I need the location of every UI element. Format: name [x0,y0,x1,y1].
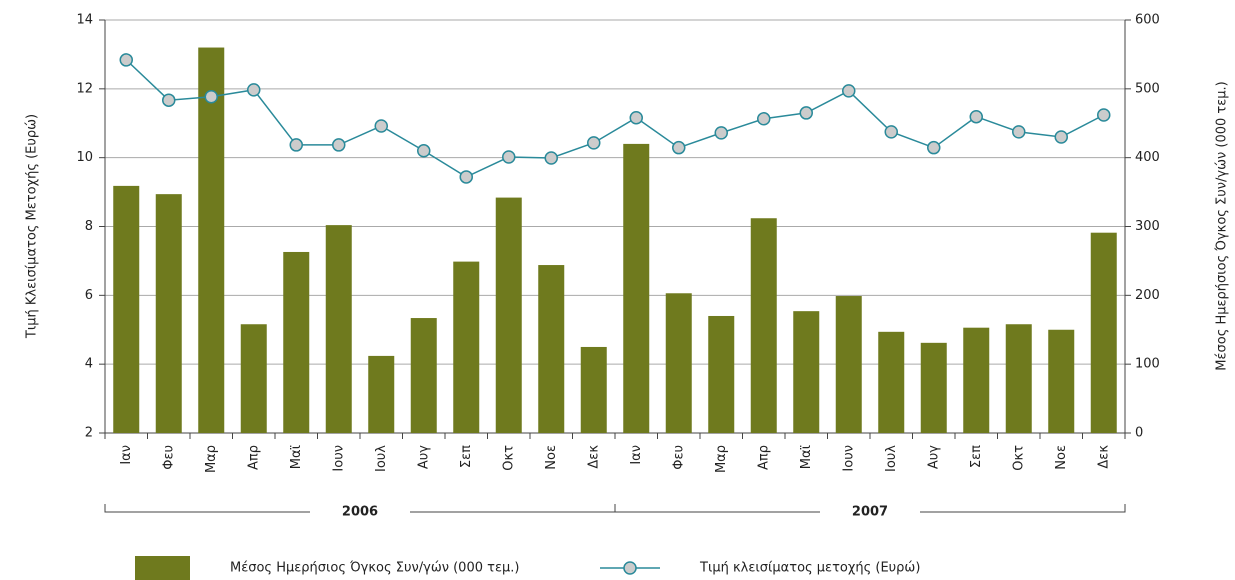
y-tick-label: 2 [85,426,93,441]
y-tick-label: 4 [85,357,93,372]
line-marker [332,138,346,152]
line-marker [714,126,728,140]
line-marker [884,125,898,139]
bar [793,311,820,433]
line-marker [842,84,856,98]
line-marker [1054,130,1068,144]
bar [240,324,267,433]
bar [1090,232,1117,433]
bar [750,218,777,433]
x-tick-label: Ιουλ [884,445,899,472]
x-tick-label: Νοε [544,445,559,470]
y-tick-label: 8 [85,219,93,234]
legend-label: Τιμή κλεισίματος μετοχής (Ευρώ) [699,561,920,576]
bar [1005,324,1032,433]
x-tick-label: Αυγ [416,445,431,469]
line-marker [459,170,473,184]
line-marker [1012,125,1026,139]
bar [198,47,225,434]
line-marker [672,140,686,155]
line-marker [1097,108,1111,122]
x-tick-label: Νοε [1054,445,1069,470]
y2-tick-label: 300 [1135,219,1160,234]
line-marker [289,138,303,152]
y-tick-label: 10 [76,150,93,165]
y-tick-label: 6 [85,288,93,303]
x-tick-label: Ιαν [629,445,644,465]
x-tick-label: Οκτ [1011,445,1026,471]
line-marker [969,109,983,124]
group-label: 2007 [852,505,888,520]
bar [665,293,692,433]
bar [538,265,565,433]
bar [835,296,862,433]
x-tick-label: Ιουλ [374,445,389,472]
bar [963,327,990,433]
y2-tick-label: 0 [1135,426,1143,441]
bar [1048,329,1075,433]
x-tick-label: Φευ [161,445,176,470]
x-tick-label: Δεκ [1096,445,1111,469]
line-marker [247,83,261,97]
y2-tick-label: 100 [1135,357,1160,372]
line-marker [927,140,941,155]
legend-label: Μέσος Ημερήσιος Όγκος Συν/γών (000 τεμ.) [230,561,519,576]
bar [155,194,182,433]
group-bracket [614,504,1126,513]
line-marker [162,93,176,107]
line-marker [204,89,218,104]
line-marker [502,150,516,164]
x-tick-label: Ιαν [119,445,134,465]
y-tick-label: 14 [76,13,93,28]
y-tick-label: 12 [76,81,93,96]
x-tick-label: Μαϊ [799,444,814,469]
x-tick-label: Μαρ [204,445,219,473]
bar [325,225,352,433]
line-marker [757,112,771,126]
bar [283,251,310,433]
line-marker [374,119,388,133]
bar [623,143,650,433]
x-tick-label: Μαρ [714,445,729,473]
bar [410,318,437,433]
bar [113,185,140,433]
x-tick-label: Σεπ [459,445,474,468]
bar [495,197,522,433]
y2-tick-label: 600 [1135,13,1160,28]
group-label: 2006 [342,505,378,520]
x-tick-label: Ιουν [331,445,346,472]
y2-tick-label: 500 [1135,81,1160,96]
line-marker [629,110,643,125]
line-marker [544,151,558,165]
x-tick-label: Ιουν [841,445,856,472]
x-tick-label: Αυγ [926,445,941,469]
y-axis-title: Τιμή Κλεισίματος Μετοχής (Ευρώ) [25,114,40,339]
x-tick-label: Σεπ [969,445,984,468]
line-marker [119,53,133,67]
legend-swatch [135,556,190,580]
line-marker [587,136,601,150]
y2-axis-title: Μέσος Ημερήσιος Όγκος Συν/γών (000 τεμ.) [1215,81,1230,370]
legend-swatch [623,561,637,575]
y2-tick-label: 200 [1135,288,1160,303]
x-tick-label: Δεκ [586,445,601,469]
x-tick-label: Οκτ [501,445,516,471]
bar [920,342,947,433]
bar [580,346,607,433]
line-marker [799,106,813,120]
bar [708,315,735,433]
bar [368,355,395,433]
x-tick-label: Απρ [756,445,771,470]
x-tick-label: Φευ [671,445,686,470]
line [125,59,1105,178]
line-marker [417,144,431,158]
y2-tick-label: 400 [1135,150,1160,165]
x-tick-label: Απρ [246,445,261,470]
bar [453,261,480,433]
bar [878,331,905,433]
x-tick-label: Μαϊ [289,444,304,469]
